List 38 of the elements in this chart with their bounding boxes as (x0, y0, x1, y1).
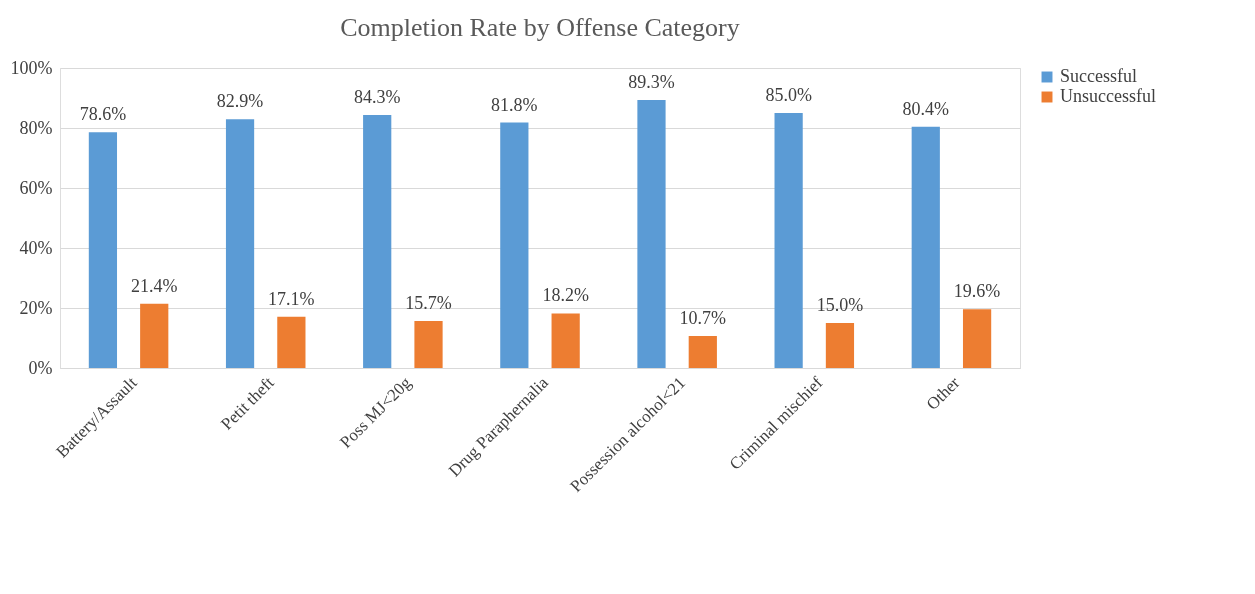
data-label: 81.8% (491, 94, 538, 115)
legend-label: Successful (1060, 66, 1137, 86)
data-label: 78.6% (79, 104, 127, 125)
bar (688, 335, 717, 368)
data-label: 21.4% (130, 275, 178, 296)
x-tick-label: Petit theft (217, 372, 278, 434)
bar (774, 113, 803, 368)
bar (363, 115, 392, 368)
bar (88, 132, 118, 368)
bar (500, 122, 529, 368)
data-label: 17.1% (268, 288, 315, 309)
legend-label: Unsuccessful (1060, 86, 1156, 106)
data-label: 85.0% (765, 85, 812, 105)
bar (277, 316, 306, 368)
data-label: 15.7% (405, 292, 452, 313)
y-tick-label: 100% (10, 57, 53, 78)
bar (911, 126, 940, 368)
bar (414, 320, 443, 368)
data-label: 19.6% (953, 281, 1001, 302)
y-tick-label: 40% (19, 237, 53, 258)
y-tick-label: 0% (28, 357, 53, 378)
bar (962, 309, 992, 368)
data-label: 10.7% (679, 307, 727, 328)
y-tick-label: 80% (19, 117, 53, 138)
bar (140, 303, 169, 368)
y-tick-label: 60% (19, 177, 53, 198)
data-label: 15.0% (816, 295, 864, 315)
y-tick-label: 20% (19, 297, 53, 318)
data-label: 84.3% (353, 87, 401, 108)
chart-title: Completion Rate by Offense Category (340, 13, 740, 42)
data-label: 89.3% (628, 72, 675, 93)
data-label: 80.4% (902, 98, 950, 119)
bar (225, 119, 255, 368)
bar (551, 313, 580, 368)
data-label: 18.2% (542, 285, 589, 306)
data-label: 82.9% (216, 91, 264, 112)
bar (637, 100, 666, 368)
bar (825, 323, 855, 368)
